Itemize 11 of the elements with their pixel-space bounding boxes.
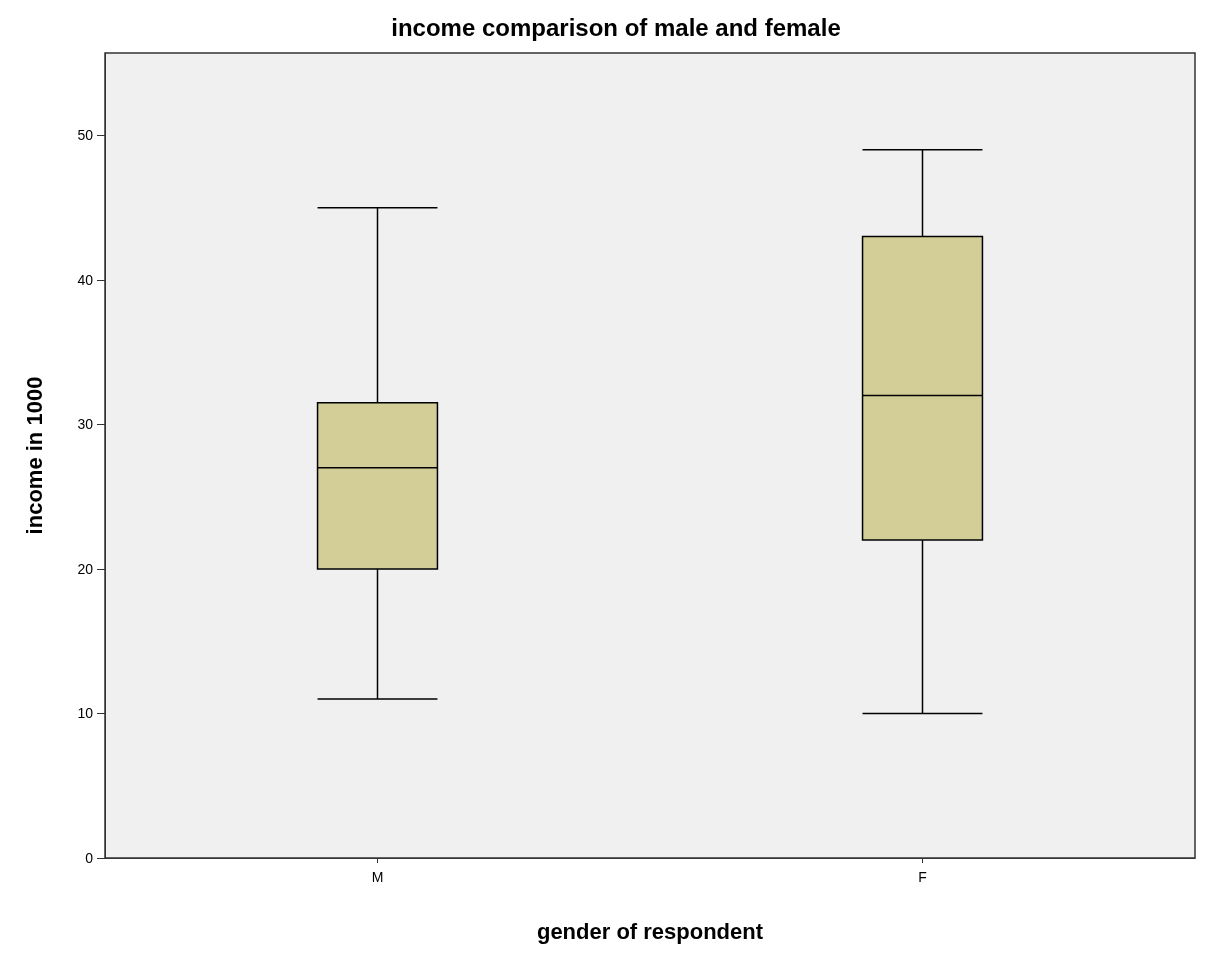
y-tick-label: 20 — [77, 560, 94, 577]
x-tick-label: F — [918, 869, 927, 885]
y-tick-label: 10 — [77, 705, 94, 722]
y-tick-label: 40 — [77, 271, 94, 288]
y-tick-label: 30 — [77, 416, 94, 433]
x-tick-label: M — [371, 869, 384, 885]
y-axis-title: income in 1000 — [21, 376, 47, 535]
x-axis-title: gender of respondent — [536, 918, 764, 944]
y-tick-label: 0 — [85, 850, 94, 866]
chart-title: income comparison of male and female — [391, 13, 841, 41]
y-tick-label: 50 — [77, 127, 94, 144]
